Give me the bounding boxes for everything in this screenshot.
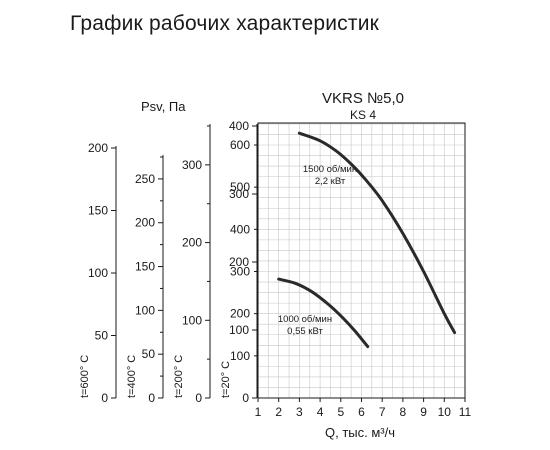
temperature-axis-tick-label: 200 [229,255,249,269]
temperature-axis-tick-label: 50 [95,329,109,343]
chart-grid [257,123,466,399]
page-title: График рабочих характеристик [70,12,380,35]
temperature-axis: 0 100 200 300 t=200° C [173,124,211,405]
temperature-axis: 0 50 100 150 200 t=600° C [79,141,117,405]
temperature-axis-tick-label: 300 [229,187,249,201]
series-label: 0,55 кВт [287,326,323,337]
y-tick-label: 100 [230,349,250,363]
x-tick-label: 11 [459,405,472,419]
x-axis-label: Q, тыс. м³/ч [325,425,395,440]
temperature-axis-tick-label: 100 [182,313,202,327]
series-line [277,277,370,349]
y-tick-label: 400 [230,222,250,236]
temperature-axis-tick-label: 0 [195,391,202,405]
chart-title: VKRS №5,0 [322,90,404,107]
temperature-axis-tick-label: 0 [242,391,249,405]
temperature-axis-tick-label: 100 [135,303,155,317]
series-label: 1000 об/мин [278,314,332,325]
temperature-axis-tick-label: 200 [88,141,108,155]
x-tick-label: 5 [337,405,344,419]
y-axis-label: Psv, Па [141,99,186,114]
series-label: 1500 об/мин [303,164,357,175]
y-tick-label: 300 [230,265,250,279]
x-tick-label: 3 [296,405,303,419]
y-tick-label: 600 [230,138,250,152]
temperature-axis-label: t=200° C [173,355,185,398]
temperature-axis: 0 50 100 150 200 250 t=400° C [126,155,164,405]
x-tick-label: 2 [275,405,282,419]
x-tick-label: 4 [317,405,324,419]
x-tick-label: 10 [438,405,452,419]
x-tick-label: 9 [420,405,427,419]
x-tick-label: 1 [255,405,262,419]
temperature-axis-tick-label: 0 [148,391,155,405]
temperature-axis-tick-label: 150 [135,260,155,274]
chart-labels: VKRS №5,0 KS 4 Psv, Па Q, тыс. м³/ч [141,90,404,440]
temperature-axis-tick-label: 250 [135,172,155,186]
chart-subtitle: KS 4 [350,108,376,122]
temperature-axis-tick-label: 300 [182,158,202,172]
x-tick-label: 7 [379,405,386,419]
temperature-axis-label: t=20° C [220,361,232,398]
temperature-axis-tick-label: 0 [101,391,108,405]
series-label: 2,2 кВт [315,176,346,187]
temperature-axis-tick-label: 50 [142,347,156,361]
series-line [297,131,457,335]
temperature-axis-tick-label: 400 [229,119,249,133]
temperature-axis-tick-label: 100 [229,323,249,337]
secondary-axes: 0 50 100 150 200 t=600° C 0 50 100 150 200 250 t=400… [79,119,258,405]
x-tick-label: 8 [400,405,407,419]
x-tick-label: 6 [358,405,365,419]
temperature-axis-label: t=600° C [79,355,91,398]
temperature-axis-tick-label: 100 [88,266,108,280]
temperature-axis-tick-label: 200 [182,236,202,250]
temperature-axis-tick-label: 200 [135,216,155,230]
y-tick-label: 500 [230,180,250,194]
temperature-axis-label: t=400° C [126,355,138,398]
temperature-axis-tick-label: 150 [88,204,108,218]
y-tick-label: 200 [230,307,250,321]
